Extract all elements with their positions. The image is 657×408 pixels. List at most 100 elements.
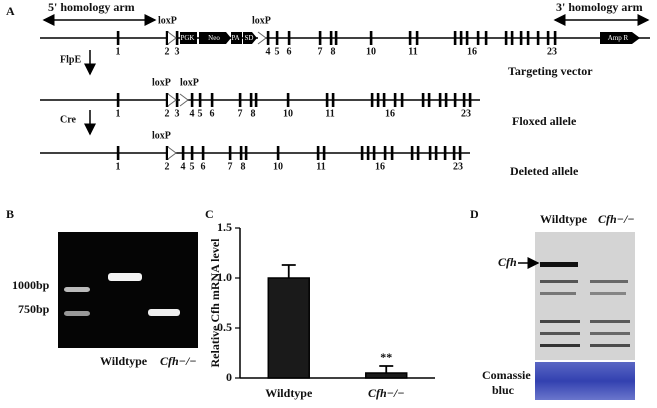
exon [201, 146, 205, 160]
gel-band [108, 273, 142, 281]
loxp-label: loxP [180, 77, 199, 88]
error-bar [281, 264, 296, 278]
exon [459, 31, 463, 45]
y-axis-label: Relative Cfh mRNA level [208, 238, 222, 368]
loxp-label: loxP [152, 77, 171, 88]
exon [390, 146, 394, 160]
exon-label: 11 [408, 46, 417, 57]
exon-label: 10 [366, 46, 376, 57]
marker-arrow [600, 32, 640, 44]
exon [546, 31, 550, 45]
exon-label: 6 [201, 161, 206, 172]
cassette-box [180, 32, 197, 44]
cassette-arrow [199, 32, 231, 44]
exon-label: 8 [241, 161, 246, 172]
exon [116, 93, 120, 107]
loxp-site [179, 93, 189, 107]
exon-label: 5 [275, 46, 280, 57]
exon [249, 93, 253, 107]
loxp-label: loxP [152, 130, 171, 141]
cassette-label: PGK [180, 34, 194, 42]
blot-band [540, 332, 580, 335]
blot-band [540, 292, 576, 295]
x-tick-label: Wildtype [265, 386, 313, 400]
exon [444, 93, 448, 107]
exon-label: 16 [385, 108, 395, 119]
loxp-site [167, 93, 177, 107]
exon [393, 93, 397, 107]
exon-label: 23 [453, 161, 463, 172]
exon [334, 31, 338, 45]
exon [453, 31, 457, 45]
exon [275, 31, 279, 45]
exon [210, 93, 214, 107]
exon [383, 146, 387, 160]
lane-label: Cfh−/− [160, 354, 197, 368]
arm-label: 5' homology arm [48, 0, 135, 14]
stain-label: Comassie [482, 368, 531, 382]
exon [427, 93, 431, 107]
y-tick-label: 0.5 [217, 320, 232, 334]
stain-label: bluc [492, 383, 515, 397]
loxp-site [167, 31, 177, 45]
lane-label: Wildtype [540, 212, 588, 226]
blot-band [590, 332, 630, 335]
gel-band [148, 309, 180, 316]
exon-label: 11 [316, 161, 325, 172]
exon [438, 93, 442, 107]
exon-label: 1 [116, 46, 121, 57]
y-tick-label: 1.5 [217, 220, 232, 234]
bar [267, 277, 310, 379]
exon [504, 31, 508, 45]
exon [421, 93, 425, 107]
exon-label: 7 [228, 161, 233, 172]
allele-name: Floxed allele [512, 114, 577, 128]
exon-label: 8 [331, 46, 336, 57]
cassette-label: PA [231, 34, 239, 42]
exon [453, 93, 457, 107]
exon [116, 146, 120, 160]
exon [465, 31, 469, 45]
blot-band [540, 280, 578, 283]
exon-label: 10 [273, 161, 283, 172]
exon-label: 23 [461, 108, 471, 119]
exon [276, 146, 280, 160]
marker-label: 750bp [18, 302, 50, 316]
exon-label: 7 [238, 108, 243, 119]
blot-band [590, 280, 628, 283]
exon [181, 146, 185, 160]
exon [458, 146, 462, 160]
arm-label: 3' homology arm [556, 0, 643, 14]
exon-label: 7 [318, 46, 323, 57]
exon [434, 146, 438, 160]
exon [410, 146, 414, 160]
exon [369, 31, 373, 45]
exon-label: 16 [375, 161, 385, 172]
exon [519, 31, 523, 45]
blot-band [590, 320, 630, 323]
allele-name: Targeting vector [508, 64, 593, 78]
exon [382, 93, 386, 107]
gel-band [64, 287, 90, 292]
marker-label: 1000bp [12, 278, 50, 292]
panel-label: B [6, 207, 14, 221]
exon [526, 31, 530, 45]
exon-label: 8 [251, 108, 256, 119]
exon [116, 31, 120, 45]
exon [318, 31, 322, 45]
exon-label: 1 [116, 108, 121, 119]
exon-label: 4 [266, 46, 271, 57]
exon [510, 31, 514, 45]
exon [175, 31, 179, 45]
exon-label: 6 [210, 108, 215, 119]
loxp-site [167, 146, 177, 160]
exon-label: 16 [467, 46, 477, 57]
exon [536, 31, 540, 45]
exon-label: 23 [547, 46, 557, 57]
exon [266, 31, 270, 45]
exon [376, 93, 380, 107]
exon [372, 146, 376, 160]
blot-band [540, 262, 578, 267]
exon [428, 146, 432, 160]
